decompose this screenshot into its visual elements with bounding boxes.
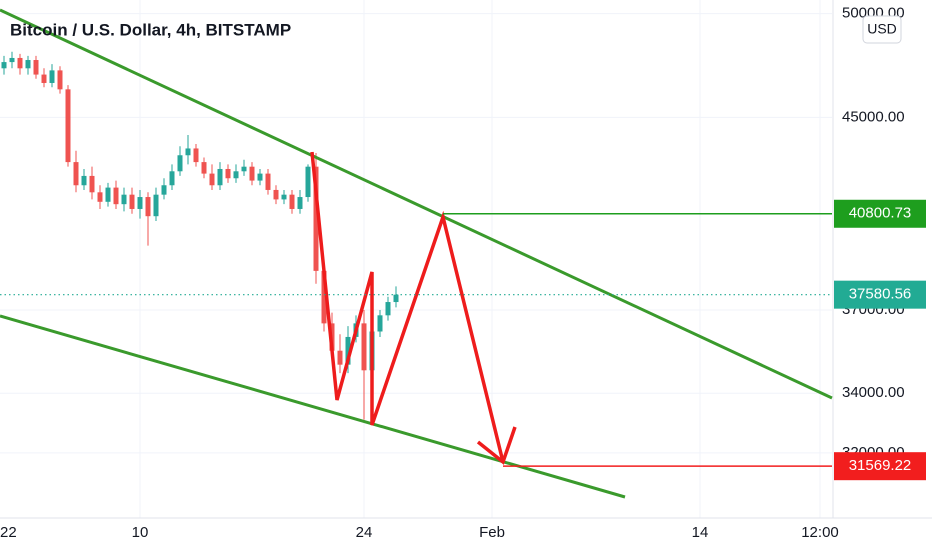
candle-body — [233, 171, 239, 179]
candle-body — [145, 197, 151, 217]
candle-body — [241, 166, 247, 172]
candle-body — [129, 194, 135, 209]
candle-body — [169, 171, 175, 186]
price-label-box — [834, 280, 926, 309]
candle-body — [345, 336, 351, 365]
chart-title: Bitcoin / U.S. Dollar, 4h, BITSTAMP — [10, 20, 291, 39]
candle-body — [41, 74, 47, 83]
price-label: 37580.56 — [849, 286, 912, 303]
x-tick-label: 12:00 — [801, 524, 839, 541]
candle-body — [297, 197, 303, 209]
candle-body — [177, 155, 183, 172]
candle-body — [161, 185, 167, 195]
candle-body — [393, 294, 399, 303]
candle-body — [385, 302, 391, 316]
axis: 50000.0045000.0037000.0034000.0032000.00… — [0, 5, 926, 541]
currency-box[interactable] — [862, 15, 902, 44]
candle-body — [257, 173, 263, 181]
candle-body — [57, 70, 63, 90]
candle-body — [313, 166, 319, 271]
x-tick-label: Feb — [479, 524, 505, 541]
candle-body — [137, 197, 143, 209]
candle-body — [185, 148, 191, 156]
candle-body — [265, 173, 271, 190]
candle-body — [65, 89, 71, 163]
candle-body — [73, 162, 79, 186]
levels — [0, 213, 832, 467]
candle-body — [1, 62, 7, 69]
candle-body — [273, 189, 279, 200]
candle-body — [281, 194, 287, 200]
candle-body — [81, 175, 87, 186]
trend-line — [0, 8, 833, 400]
candle-body — [209, 173, 215, 186]
x-tick-label: 10 — [132, 524, 149, 541]
candle-body — [105, 187, 111, 202]
arrow-head — [476, 426, 517, 465]
candle-body — [153, 194, 159, 217]
grid — [0, 0, 832, 518]
candle-body — [225, 168, 231, 179]
candle-body — [249, 166, 255, 181]
price-label: 40800.73 — [849, 205, 912, 222]
candle-body — [337, 350, 343, 365]
candle-body — [361, 323, 367, 371]
price-label: 31569.22 — [849, 457, 912, 474]
candle-body — [201, 162, 207, 174]
candle-body — [377, 315, 383, 332]
x-tick-label: 22 — [0, 524, 17, 541]
x-tick-label: 24 — [356, 524, 373, 541]
price-label-box — [834, 199, 926, 228]
candle-body — [97, 192, 103, 202]
y-tick-label: 45000.00 — [842, 108, 905, 125]
drawings — [0, 8, 833, 499]
x-tick-label: 14 — [692, 524, 709, 541]
candle-body — [321, 270, 327, 324]
price-label-box — [834, 452, 926, 481]
currency[interactable]: USD — [867, 21, 897, 37]
candle-body — [49, 70, 55, 83]
y-tick-label: 34000.00 — [842, 384, 905, 401]
candle-body — [113, 187, 119, 205]
candle-body — [193, 148, 199, 163]
candle-body — [25, 60, 31, 69]
candle-body — [9, 57, 15, 63]
candle-body — [305, 166, 311, 198]
candle-body — [289, 194, 295, 209]
projection-path — [310, 151, 505, 463]
candle-body — [89, 175, 95, 193]
candle-body — [121, 194, 127, 205]
candle-body — [33, 60, 39, 75]
candle-body — [17, 57, 23, 69]
candle-body — [217, 168, 223, 186]
